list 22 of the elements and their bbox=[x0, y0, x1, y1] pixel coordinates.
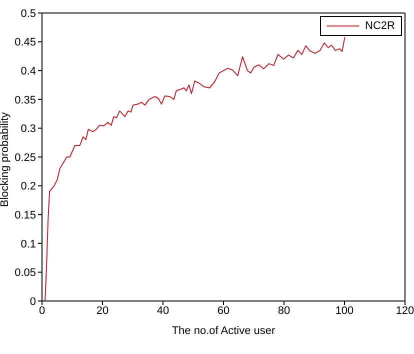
x-tick-label: 40 bbox=[156, 304, 170, 317]
y-tick-label: 0.2 bbox=[20, 180, 36, 193]
x-tick-label: 0 bbox=[38, 304, 46, 317]
y-tick-label: 0 bbox=[30, 296, 36, 308]
legend-label: NC2R bbox=[365, 20, 395, 32]
y-axis-title: Blocking probability bbox=[0, 112, 11, 207]
y-tick-label: 0.4 bbox=[20, 66, 36, 78]
y-tick-label: 0.15 bbox=[14, 210, 36, 222]
y-tick-label: 0.05 bbox=[14, 267, 36, 280]
line-series bbox=[44, 36, 346, 301]
y-tick-label: 0.1 bbox=[20, 238, 36, 250]
x-tick-label: 100 bbox=[335, 304, 354, 317]
x-tick-label: 120 bbox=[396, 304, 414, 317]
x-axis-title: The no.of Active user bbox=[172, 325, 276, 337]
y-tick-label: 0.25 bbox=[14, 152, 36, 164]
y-tick-label: 0.5 bbox=[20, 8, 36, 20]
x-tick-label: 80 bbox=[278, 304, 290, 317]
y-tick-label: 0.45 bbox=[14, 36, 36, 49]
y-tick-label: 0.35 bbox=[14, 94, 36, 106]
x-tick-label: 60 bbox=[217, 304, 230, 317]
x-tick-label: 20 bbox=[96, 304, 109, 317]
y-tick-label: 0.3 bbox=[20, 123, 36, 136]
